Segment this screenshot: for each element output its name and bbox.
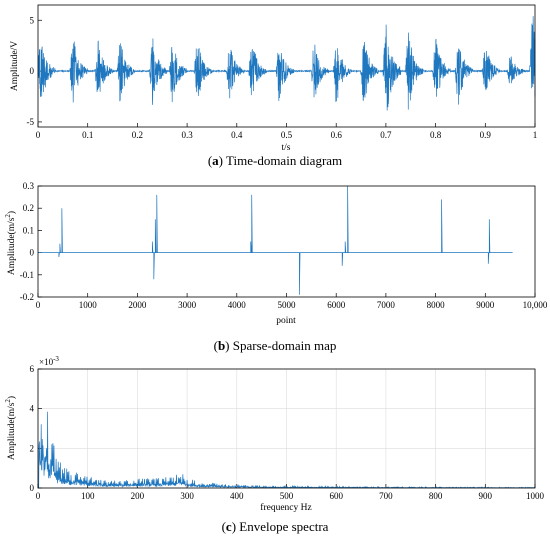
sparse-signal-line xyxy=(38,185,513,295)
panel-a: 0 0.1 0.2 0.3 0.4 0.5 0.6 0.7 0.8 0.9 1 -505 t/s A… xyxy=(10,4,538,168)
caption-c: (c) Envelope spectra xyxy=(222,519,329,534)
x-tick-label: 0.5 xyxy=(281,130,293,140)
caption-b-text: Sparse-domain map xyxy=(233,338,337,353)
y-axis-label-b-base: Amplitude(m/s xyxy=(6,217,17,275)
x-tick-label: 200 xyxy=(131,491,145,501)
x-tick-label: 3000 xyxy=(178,300,197,310)
x-tick-label: 0 xyxy=(36,130,41,140)
x-ticks-a: 0 0.1 0.2 0.3 0.4 0.5 0.6 0.7 0.8 0.9 1 xyxy=(36,123,538,140)
x-tick-label: 300 xyxy=(180,491,194,501)
y-tick-label: 0 xyxy=(30,248,35,258)
caption-c-letter: c xyxy=(226,519,232,534)
x-tick-label: 0.8 xyxy=(430,130,442,140)
caption-a-text: Time-domain diagram xyxy=(226,153,342,168)
y-tick-label: -0.2 xyxy=(20,292,34,302)
x-tick-label: 2000 xyxy=(128,300,147,310)
x-axis-label-c: frequency Hz xyxy=(260,502,311,513)
panel-c: 0 100 200 300 400 500 600 700 800 900 1000 0 2 4 6 ×1… xyxy=(4,355,545,534)
x-tick-label: 4000 xyxy=(228,300,247,310)
x-tick-label: 0 xyxy=(36,300,41,310)
x-tick-label: 0.2 xyxy=(132,130,143,140)
x-tick-label: 500 xyxy=(280,491,294,501)
y-ticks-c: 0 2 4 6 xyxy=(30,364,42,493)
x-ticks-c: 0 100 200 300 400 500 600 700 800 900 1000 xyxy=(36,484,545,501)
x-tick-label: 6000 xyxy=(327,300,346,310)
time-signal-line xyxy=(37,16,536,111)
y-tick-label: 0 xyxy=(30,483,35,493)
caption-b-letter: b xyxy=(218,338,225,353)
y-axis-label-c-sup: 2 xyxy=(4,399,12,403)
x-tick-label: 100 xyxy=(81,491,95,501)
y-tick-label: 0.3 xyxy=(23,181,35,191)
x-tick-label: 0 xyxy=(36,491,41,501)
y-axis-label-c: Amplitude(m/s2) xyxy=(4,396,17,460)
y-exponent-sup-c: -3 xyxy=(53,355,59,363)
envelope-spectrum-line xyxy=(37,411,536,489)
y-exponent-label-c: ×10-3 xyxy=(39,355,59,367)
x-tick-label: 0.9 xyxy=(480,130,492,140)
x-tick-label: 0.1 xyxy=(82,130,93,140)
y-tick-label: -5 xyxy=(27,117,35,127)
x-axis-label-b: point xyxy=(276,316,296,326)
caption-a-letter: a xyxy=(212,153,219,168)
plot-frame-b xyxy=(37,185,536,298)
y-axis-label-b-sup: 2 xyxy=(4,214,12,218)
y-tick-label: 6 xyxy=(30,364,35,374)
x-tick-label: 700 xyxy=(379,491,393,501)
x-tick-label: 9000 xyxy=(476,300,495,310)
y-axis-label-b-end: ) xyxy=(6,211,17,214)
y-ticks-b: -0.2 -0.1 0 0.1 0.2 0.3 xyxy=(20,181,42,302)
y-tick-label: 0.2 xyxy=(23,203,34,213)
x-tick-label: 400 xyxy=(230,491,244,501)
x-tick-label: 0.3 xyxy=(181,130,193,140)
y-axis-label-b: Amplitude(m/s2) xyxy=(4,211,17,275)
caption-a: (a) Time-domain diagram xyxy=(208,153,342,168)
y-axis-label-c-base: Amplitude(m/s xyxy=(6,402,17,460)
caption-b: (b) Sparse-domain map xyxy=(214,338,337,353)
y-tick-label: 4 xyxy=(30,404,35,414)
x-tick-label: 0.4 xyxy=(231,130,243,140)
x-tick-label: 1 xyxy=(533,130,538,140)
x-tick-label: 0.6 xyxy=(331,130,343,140)
x-tick-label: 5000 xyxy=(278,300,297,310)
x-tick-label: 7000 xyxy=(377,300,396,310)
panel-b: 0 1000 2000 3000 4000 5000 6000 7000 8000 9000 10,… xyxy=(4,181,548,353)
plot-frame-c xyxy=(37,368,536,489)
x-tick-label: 0.7 xyxy=(380,130,392,140)
plot-frame-a xyxy=(37,4,536,128)
y-axis-label-c-end: ) xyxy=(6,396,17,399)
y-tick-label: 5 xyxy=(30,15,35,25)
y-axis-label-a: Amplitude/V xyxy=(10,41,20,91)
y-exponent-base-c: ×10 xyxy=(39,357,54,367)
x-tick-label: 600 xyxy=(329,491,343,501)
x-tick-label: 10,000 xyxy=(523,300,548,310)
y-tick-label: -0.1 xyxy=(20,270,34,280)
y-tick-label: 2 xyxy=(30,443,35,453)
caption-c-text: Envelope spectra xyxy=(239,519,328,534)
x-ticks-b: 0 1000 2000 3000 4000 5000 6000 7000 8000 9000 10,… xyxy=(36,293,548,310)
grid-c xyxy=(37,368,536,489)
x-tick-label: 800 xyxy=(429,491,443,501)
y-tick-label: 0 xyxy=(30,66,35,76)
x-axis-label-a: t/s xyxy=(282,143,291,153)
x-tick-label: 1000 xyxy=(79,300,98,310)
x-tick-label: 900 xyxy=(479,491,493,501)
x-tick-label: 1000 xyxy=(526,491,545,501)
y-tick-label: 0.1 xyxy=(23,225,34,235)
x-tick-label: 8000 xyxy=(427,300,446,310)
